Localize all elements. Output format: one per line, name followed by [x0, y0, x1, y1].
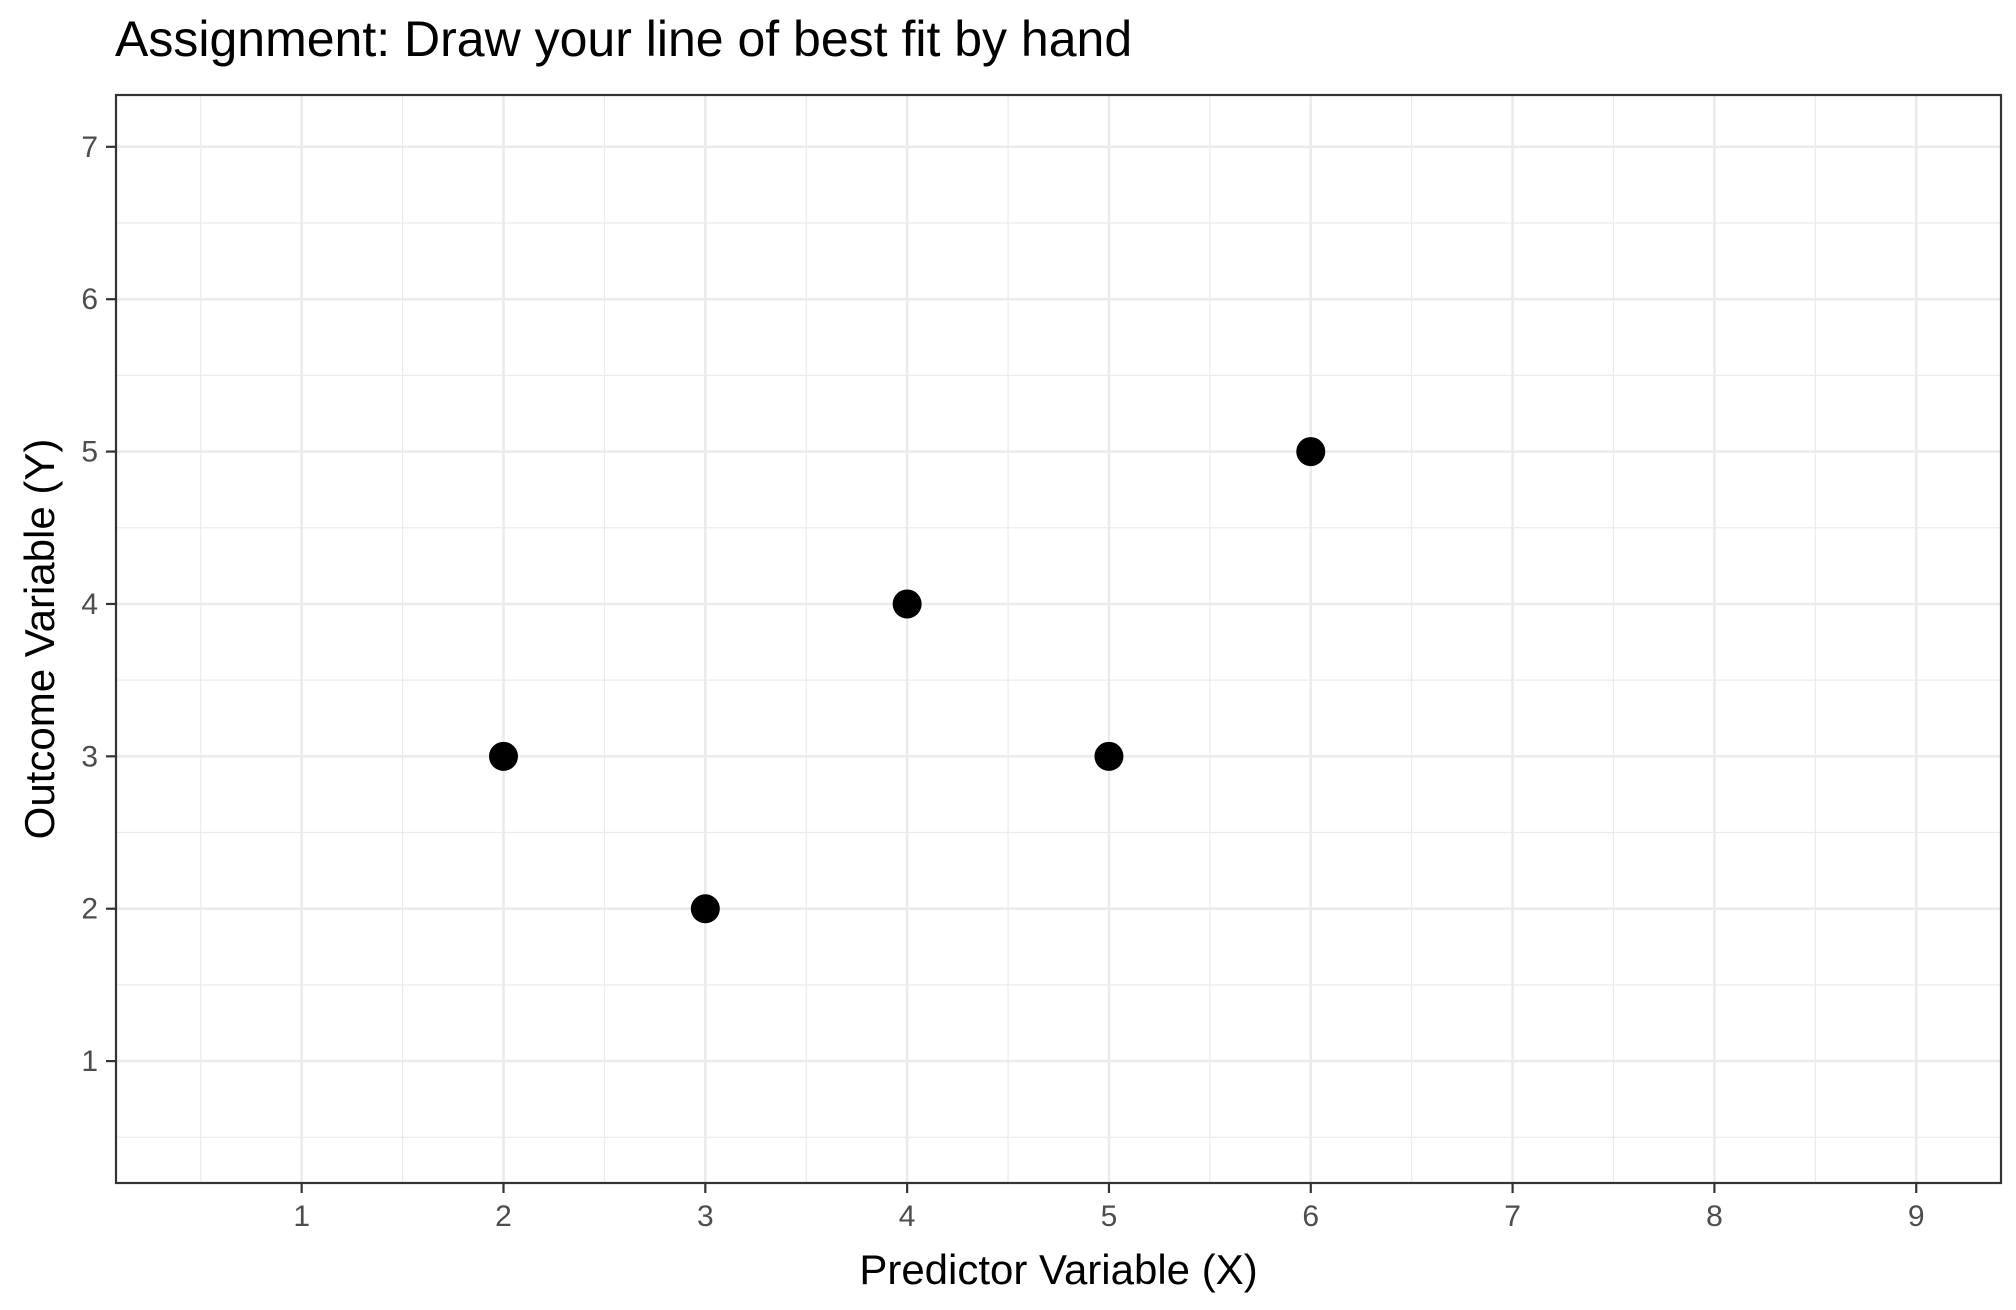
data-point [1296, 437, 1326, 467]
x-tick-label: 3 [697, 1200, 714, 1233]
x-tick-label: 4 [899, 1200, 916, 1233]
y-tick-label: 5 [81, 436, 98, 469]
data-point [488, 741, 518, 771]
y-axis-title: Outcome Variable (Y) [16, 439, 63, 840]
chart-title: Assignment: Draw your line of best fit b… [115, 11, 1133, 67]
data-point [1094, 741, 1124, 771]
major-gridlines [116, 95, 2001, 1183]
axis-ticks [106, 145, 1918, 1193]
x-tick-label: 1 [293, 1200, 310, 1233]
y-tick-label: 4 [81, 588, 98, 621]
x-tick-label: 5 [1101, 1200, 1118, 1233]
y-tick-label: 3 [81, 740, 98, 773]
y-tick-label: 2 [81, 893, 98, 926]
x-tick-label: 2 [495, 1200, 512, 1233]
x-tick-label: 6 [1302, 1200, 1319, 1233]
y-tick-label: 6 [81, 283, 98, 316]
y-tick-label: 7 [81, 131, 98, 164]
plot-panel-border [114, 93, 2003, 1185]
minor-gridlines [116, 95, 2001, 1183]
y-tick-label: 1 [81, 1045, 98, 1078]
x-axis-title: Predictor Variable (X) [859, 1246, 1257, 1293]
data-points [488, 437, 1326, 924]
x-tick-label: 7 [1504, 1200, 1521, 1233]
data-point [892, 589, 922, 619]
x-tick-label: 8 [1706, 1200, 1723, 1233]
data-point [690, 894, 720, 924]
x-tick-label: 9 [1908, 1200, 1925, 1233]
tick-labels: 1 2 3 4 5 6 7 8 9 1 2 3 4 5 6 7 [81, 131, 1924, 1233]
